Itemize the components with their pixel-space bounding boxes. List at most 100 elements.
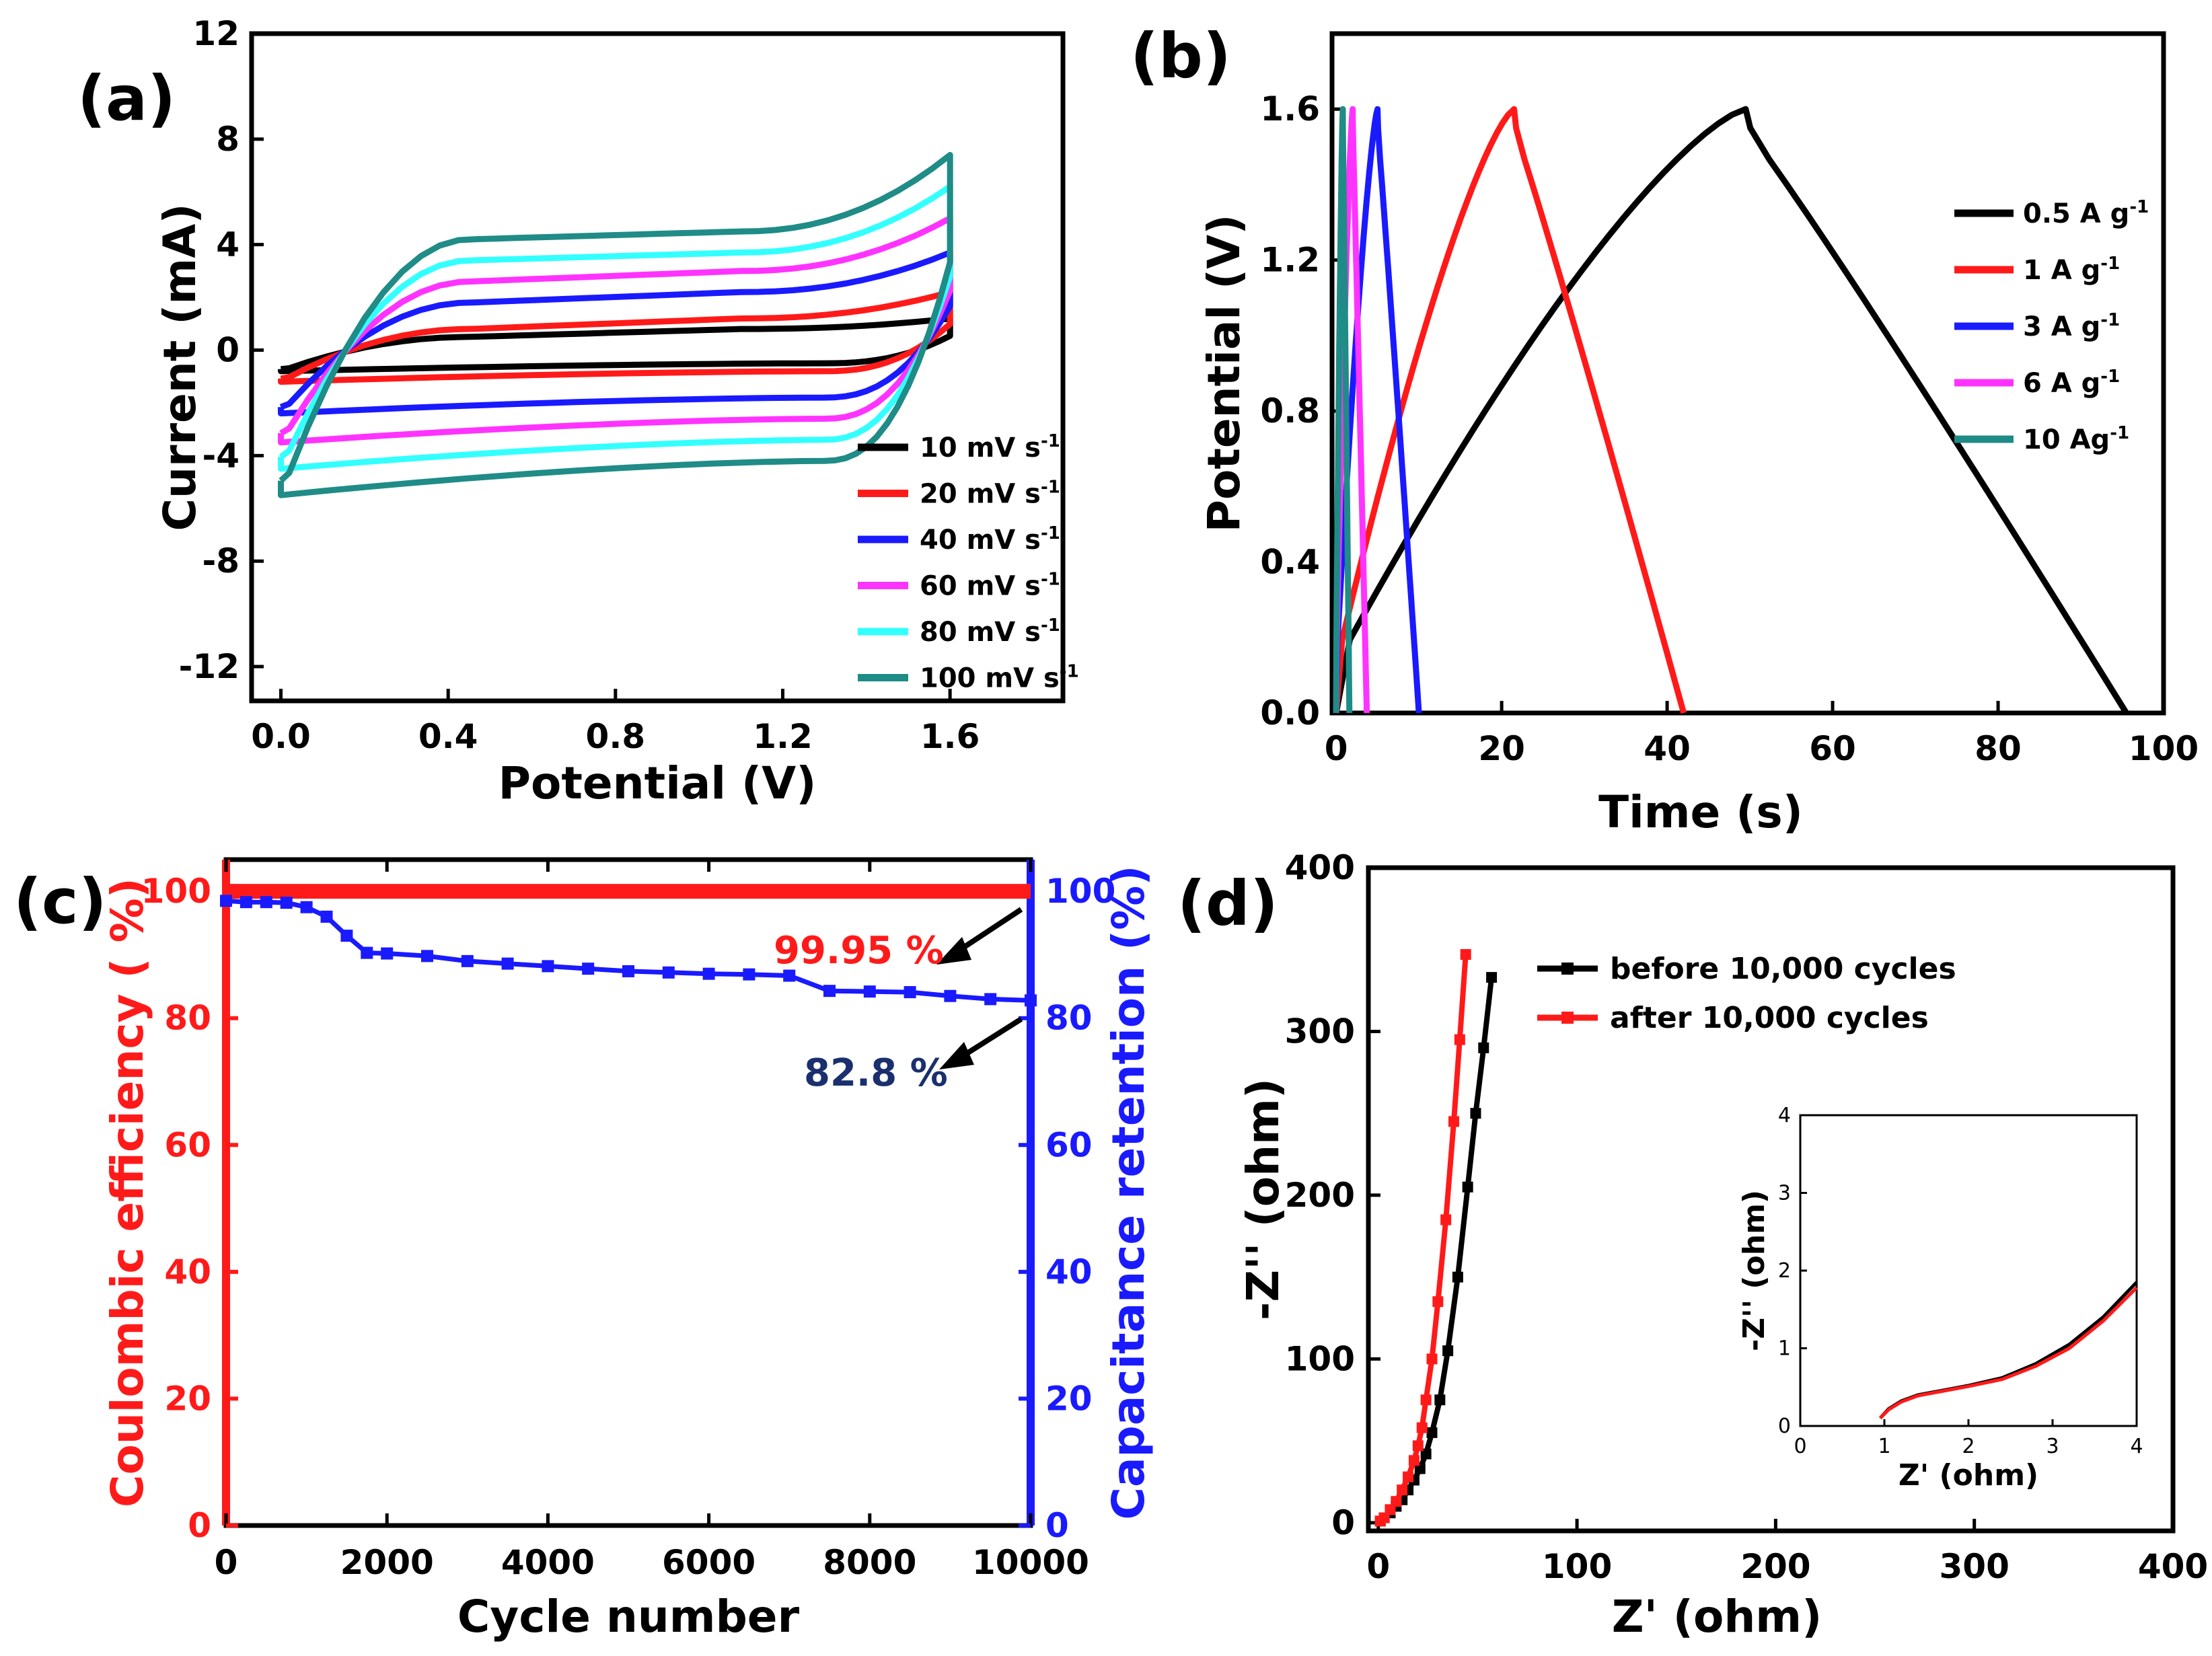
x-tick-label: 0 xyxy=(215,1543,238,1582)
legend-entry: 10 Ag-1 xyxy=(2023,423,2129,455)
retention-marker xyxy=(904,986,916,999)
nyquist-marker xyxy=(1397,1484,1408,1496)
retention-marker xyxy=(361,946,373,959)
nyquist-marker xyxy=(1434,1394,1446,1406)
nyquist-marker xyxy=(1460,949,1471,961)
inset-x-tick-label: 2 xyxy=(1962,1435,1975,1458)
x-tick-label: 10000 xyxy=(972,1543,1089,1582)
x-axis-label: Potential (V) xyxy=(499,757,817,809)
retention-marker xyxy=(461,954,474,967)
x-tick-label: 300 xyxy=(1940,1547,2010,1586)
legend-marker xyxy=(1561,963,1574,975)
x-tick-label: 200 xyxy=(1740,1547,1810,1586)
y-axis-label: Coulombic efficiency ( %) xyxy=(102,878,153,1507)
y-tick-label: 100 xyxy=(1285,1339,1355,1378)
inset-x-tick-label: 3 xyxy=(2046,1435,2059,1458)
nyquist-marker xyxy=(1442,1345,1454,1357)
y-tick-label: 300 xyxy=(1285,1012,1355,1051)
nyquist-marker xyxy=(1416,1422,1428,1433)
gcd-curve-0 xyxy=(1333,106,2129,715)
legend-entry: 40 mV s-1 xyxy=(920,523,1060,556)
nyquist-marker xyxy=(1440,1214,1452,1226)
inset-y-tick-label: 3 xyxy=(1778,1182,1791,1205)
legend-entry: before 10,000 cycles xyxy=(1610,952,1956,986)
annotation-efficiency: 99.95 % xyxy=(774,929,944,973)
y-tick-label: 0.8 xyxy=(1260,391,1320,430)
x-tick-label: 40 xyxy=(1644,729,1691,768)
retention-marker xyxy=(1025,994,1037,1007)
nyquist-marker xyxy=(1385,1504,1396,1515)
retention-marker xyxy=(542,960,554,973)
y-tick-label: 40 xyxy=(164,1252,211,1291)
inset-y-tick-label: 4 xyxy=(1778,1104,1791,1127)
y-tick-label: 100 xyxy=(141,872,211,911)
cv-curve-5 xyxy=(278,151,953,498)
retention-marker xyxy=(320,910,333,923)
retention-marker xyxy=(421,950,433,963)
x-tick-label: 80 xyxy=(1975,729,2022,768)
nyquist-marker xyxy=(1412,1440,1424,1452)
legend-entry: 100 mV s-1 xyxy=(920,662,1079,694)
retention-marker xyxy=(984,993,997,1006)
y-tick-label: 0.4 xyxy=(1260,543,1320,582)
y-tick-label: 1.6 xyxy=(1260,89,1320,128)
x-axis-label: Cycle number xyxy=(457,1591,800,1643)
nyquist-marker xyxy=(1462,1181,1473,1193)
retention-marker xyxy=(783,969,796,982)
x-tick-label: 8000 xyxy=(823,1543,916,1582)
legend-entry: 80 mV s-1 xyxy=(920,615,1060,648)
y-axis-label: Current (mA) xyxy=(154,204,206,531)
y-axis-label: Potential (V) xyxy=(1198,215,1250,533)
retention-marker xyxy=(743,968,755,981)
nyquist-marker xyxy=(1414,1463,1426,1474)
retention-marker xyxy=(260,896,272,909)
panel-label: (a) xyxy=(77,63,176,135)
nyquist-marker xyxy=(1403,1471,1414,1482)
legend-entry: 0.5 A g-1 xyxy=(2023,197,2149,229)
y-tick-label: 60 xyxy=(164,1125,211,1164)
nyquist-curve-0 xyxy=(1378,977,1495,1523)
inset-y-tick-label: 2 xyxy=(1778,1259,1791,1283)
nyquist-marker xyxy=(1420,1448,1432,1460)
retention-marker xyxy=(823,985,836,998)
x-tick-label: 0.0 xyxy=(251,717,311,756)
arrow-retention-head xyxy=(939,1042,974,1069)
legend-entry: 3 A g-1 xyxy=(2023,310,2120,342)
retention-marker xyxy=(280,897,293,909)
y-tick-label-right: 60 xyxy=(1045,1125,1093,1164)
nyquist-marker xyxy=(1452,1271,1463,1283)
y-tick-label-right: 100 xyxy=(1045,872,1115,911)
inset-x-tick-label: 4 xyxy=(2130,1435,2143,1458)
nyquist-marker xyxy=(1448,1116,1459,1127)
x-tick-label: 0.8 xyxy=(586,717,646,756)
nyquist-marker xyxy=(1426,1353,1438,1365)
y-tick-label: -8 xyxy=(202,541,239,580)
retention-marker xyxy=(381,947,394,960)
y-tick-label-right: 0 xyxy=(1045,1506,1069,1545)
gcd-curve-4 xyxy=(1333,106,1353,714)
legend-entry: 10 mV s-1 xyxy=(920,431,1060,463)
nyquist-marker xyxy=(1454,1034,1465,1045)
retention-marker xyxy=(662,966,675,979)
x-tick-label: 0.4 xyxy=(418,717,478,756)
y-tick-label: 80 xyxy=(164,999,211,1038)
y-tick-label: 400 xyxy=(1285,848,1355,887)
panel-label: (b) xyxy=(1130,20,1231,92)
retention-marker xyxy=(863,985,876,998)
inset-curve-1 xyxy=(1879,1286,2138,1420)
arrow-efficiency-head xyxy=(936,937,971,965)
inset-y-tick-label: 1 xyxy=(1778,1337,1791,1361)
gcd-curve-1 xyxy=(1333,106,1687,714)
nyquist-marker xyxy=(1470,1108,1481,1119)
legend-entry: 20 mV s-1 xyxy=(920,478,1060,510)
x-tick-label: 2000 xyxy=(340,1543,434,1582)
nyquist-marker xyxy=(1378,1512,1390,1523)
x-axis-label: Z' (ohm) xyxy=(1612,1591,1822,1643)
legend-entry: 60 mV s-1 xyxy=(920,570,1060,602)
nyquist-marker xyxy=(1478,1042,1489,1053)
x-tick-label: 1.2 xyxy=(753,717,813,756)
nyquist-marker xyxy=(1426,1427,1438,1438)
plot-frame xyxy=(1329,31,2166,716)
inset-y-tick-label: 0 xyxy=(1778,1415,1791,1438)
